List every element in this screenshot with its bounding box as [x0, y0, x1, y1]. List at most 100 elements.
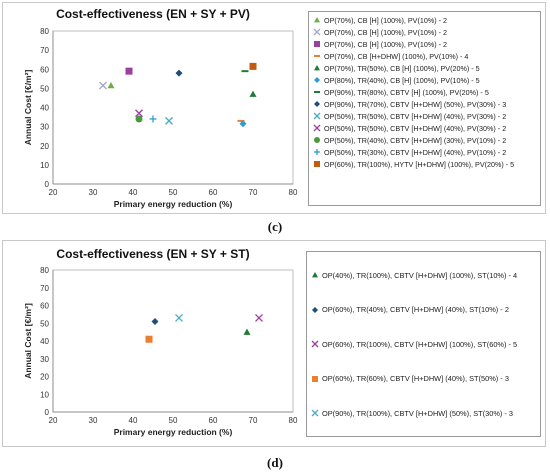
chart-legend: OP(40%), TR(100%), CBTV [H+DHW] (100%), …: [306, 251, 541, 437]
legend-item: OP(40%), TR(100%), CBTV [H+DHW] (100%), …: [310, 258, 537, 293]
legend-marker: [314, 17, 320, 23]
data-point: [243, 328, 251, 335]
x-tick-label: 20: [49, 188, 58, 197]
x-tick-label: 30: [89, 188, 98, 197]
legend-marker: [311, 340, 319, 348]
x-tick-label: 40: [129, 416, 138, 425]
data-point: [99, 81, 107, 90]
legend-label: OP(70%), CB [H] (100%), PV(10%) - 2: [324, 27, 448, 37]
legend-label: OP(50%), TR(50%), CBTV [H+DHW] (40%), PV…: [324, 111, 507, 121]
figure-caption: (c): [267, 219, 283, 234]
legend-marker: [314, 65, 320, 71]
data-point: [149, 115, 157, 123]
plot-area: [52, 30, 294, 185]
y-tick-label: 40: [40, 104, 49, 113]
legend-label: OP(60%), TR(60%), CBTV [H+DHW] (40%), ST…: [322, 374, 509, 384]
x-tick-label: 80: [289, 416, 298, 425]
data-point: [125, 67, 133, 75]
data-point: [165, 116, 173, 125]
legend-item: OP(90%), TR(100%), CBTV [H+DHW] (50%), S…: [310, 396, 537, 431]
legend-marker: [314, 77, 320, 83]
chart-legend: OP(70%), CB [H] (100%), PV(10%) - 2 OP(70…: [308, 11, 541, 206]
x-axis-label: Primary energy reduction (%): [114, 427, 233, 437]
legend-marker: [314, 137, 320, 143]
data-point: [135, 109, 143, 118]
scatter-plot: 20 30 40 50 60 70 80 0 10 20 30 40 50 60 70 80 Primary e…: [23, 27, 298, 209]
data-point: [175, 313, 183, 322]
data-point: [239, 120, 247, 128]
legend-marker: [313, 28, 321, 36]
legend-item: OP(60%), TR(40%), CBTV [H+DHW] (40%), ST…: [310, 293, 537, 328]
y-axis-label: Annual Cost [€/m²]: [23, 70, 33, 146]
x-tick-label: 60: [209, 416, 218, 425]
legend-label: OP(90%), TR(70%), CBTV [H+DHW] (50%), PV…: [324, 99, 507, 109]
y-tick-label: 0: [45, 180, 50, 189]
x-tick-label: 80: [289, 188, 298, 197]
x-tick-label: 70: [249, 188, 258, 197]
data-point: [107, 82, 115, 89]
legend-marker: [313, 112, 321, 120]
data-point: [135, 115, 143, 123]
y-tick-label: 50: [40, 319, 49, 328]
x-tick-label: 70: [249, 416, 258, 425]
chart-panel-c: Cost-effectiveness (EN + SY + PV) 20 30 40…: [2, 2, 546, 214]
legend-item: OP(60%), TR(100%), CBTV [H+DHW] (100%), …: [310, 327, 537, 362]
legend-item: OP(90%), TR(70%), CBTV [H+DHW] (50%), PV…: [312, 98, 537, 110]
scatter-plot: 20 30 40 50 60 70 80 0 10 20 30 40 50 60 70 80 Primary e…: [23, 266, 298, 437]
y-tick-label: 70: [40, 46, 49, 55]
legend-item: OP(50%), TR(30%), CBTV [H+DHW] (40%), PV…: [312, 146, 537, 158]
y-tick-label: 60: [40, 65, 49, 74]
plot-area: [52, 269, 294, 413]
legend-label: OP(60%), TR(100%), CBTV [H+DHW] (100%), …: [322, 339, 518, 349]
x-tick-label: 40: [129, 188, 138, 197]
x-tick-label: 50: [169, 188, 178, 197]
legend-item: OP(50%), TR(50%), CBTV [H+DHW] (40%), PV…: [312, 122, 537, 134]
chart-title: Cost-effectiveness (EN + SY + ST): [56, 247, 250, 261]
figure-caption: (d): [267, 455, 283, 470]
y-tick-label: 40: [40, 337, 49, 346]
legend-item: OP(50%), TR(40%), CBTV [H+DHW] (30%), PV…: [312, 134, 537, 146]
y-tick-label: 0: [45, 408, 50, 417]
legend-marker: [314, 161, 320, 167]
x-tick-label: 50: [169, 416, 178, 425]
legend-label: OP(50%), TR(40%), CBTV [H+DHW] (30%), PV…: [324, 135, 507, 145]
y-tick-label: 70: [40, 284, 49, 293]
y-tick-label: 10: [40, 161, 49, 170]
legend-label: OP(80%), TR(40%), CB [H] (100%), PV(10%)…: [324, 75, 480, 85]
legend-label: OP(50%), TR(50%), CBTV [H+DHW] (40%), PV…: [324, 123, 507, 133]
legend-marker: [313, 124, 321, 132]
legend-label: OP(60%), TR(100%), HYTV [H+DHW] (100%), …: [324, 159, 515, 169]
y-tick-label: 10: [40, 390, 49, 399]
legend-marker: [314, 149, 320, 155]
x-tick-label: 20: [49, 416, 58, 425]
y-tick-label: 30: [40, 355, 49, 364]
y-tick-label: 20: [40, 142, 49, 151]
y-tick-label: 80: [40, 266, 49, 275]
legend-marker: [312, 306, 318, 313]
legend-label: OP(40%), TR(100%), CBTV [H+DHW] (100%), …: [322, 270, 518, 280]
y-tick-label: 20: [40, 373, 49, 382]
legend-item: OP(60%), TR(100%), HYTV [H+DHW] (100%), …: [312, 158, 537, 170]
y-tick-label: 60: [40, 302, 49, 311]
data-point: [249, 90, 257, 97]
y-tick-label: 80: [40, 27, 49, 36]
y-tick-label: 50: [40, 84, 49, 93]
data-point: [249, 62, 257, 70]
chart-title: Cost-effectiveness (EN + SY + PV): [56, 7, 250, 21]
legend-marker: [314, 55, 320, 57]
legend-marker: [312, 375, 318, 382]
chart-panel-d: Cost-effectiveness (EN + SY + ST) 20 30 40…: [2, 240, 546, 447]
y-axis-label: Annual Cost [€/m²]: [23, 303, 33, 379]
data-point: [255, 313, 263, 322]
legend-item: OP(50%), TR(50%), CBTV [H+DHW] (40%), PV…: [312, 110, 537, 122]
x-tick-label: 60: [209, 188, 218, 197]
legend-marker: [311, 409, 319, 417]
legend-label: OP(70%), CB [H+DHW] (100%), PV(10%) - 4: [324, 51, 469, 61]
legend-item: OP(90%), TR(80%), CBTV [H] (100%), PV(20…: [312, 86, 537, 98]
legend-item: OP(70%), CB [H] (100%), PV(10%) - 2: [312, 14, 537, 26]
legend-item: OP(80%), TR(40%), CB [H] (100%), PV(10%)…: [312, 74, 537, 86]
x-tick-label: 30: [89, 416, 98, 425]
data-point: [151, 317, 159, 325]
legend-label: OP(90%), TR(100%), CBTV [H+DHW] (50%), S…: [322, 408, 514, 418]
legend-item: OP(70%), TR(50%), CB [H] (100%), PV(20%)…: [312, 62, 537, 74]
